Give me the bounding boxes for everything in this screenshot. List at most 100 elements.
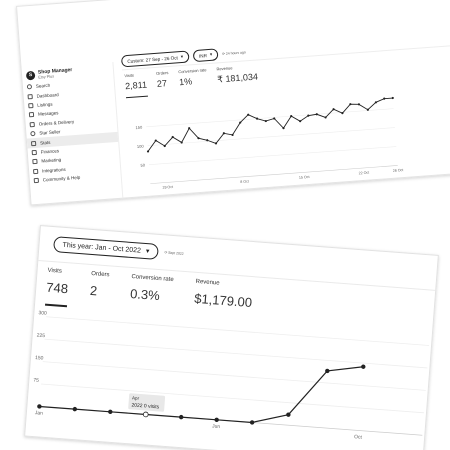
date-range-label: Custom: 27 Sep - 26 Oct [127, 54, 178, 64]
stat-label: Revenue [216, 65, 233, 72]
chevron-down-icon: ▾ [180, 53, 184, 60]
x-tick-label: 15 Oct [299, 175, 310, 180]
data-point[interactable] [37, 404, 42, 409]
data-point[interactable] [206, 139, 209, 142]
y-tick-label: 50 [140, 162, 146, 167]
bank-icon [31, 149, 37, 156]
y-tick-label: 100 [137, 143, 145, 149]
data-point[interactable] [247, 113, 250, 116]
stat-value: $1,179.00 [193, 290, 253, 311]
stat-visits[interactable]: Visits 2,811 [124, 71, 148, 99]
data-point[interactable] [324, 116, 327, 119]
data-point[interactable] [264, 119, 267, 123]
stat-conversion-rate[interactable]: Conversion rate 1% [178, 67, 208, 94]
data-point[interactable] [108, 409, 113, 414]
data-point[interactable] [179, 414, 184, 420]
mail-icon [28, 112, 35, 118]
date-range-select[interactable]: This year: Jan - Oct 2022 ▾ [53, 236, 160, 260]
tooltip-month: Apr [132, 395, 140, 401]
stat-conversion-rate[interactable]: Conversion rate 0.3% [129, 274, 174, 315]
x-tick-label: 8 Oct [240, 179, 249, 184]
data-point[interactable] [231, 133, 234, 137]
chevron-down-icon: ▾ [209, 51, 213, 57]
tag-icon [28, 102, 34, 109]
grid-icon [32, 168, 39, 174]
data-point[interactable] [349, 103, 352, 106]
stat-value: 2 [89, 282, 98, 299]
data-point[interactable] [315, 113, 318, 116]
visits-chart-top: 150 100 50 29 Oct 8 Oct 15 Oct 22 Oct 26 Oct [135, 96, 403, 190]
x-tick-label: 22 Oct [359, 171, 370, 176]
data-point[interactable] [214, 142, 218, 145]
data-point[interactable] [239, 121, 242, 124]
sidebar-item-label: Dashboard [36, 91, 59, 99]
data-point[interactable] [255, 117, 259, 120]
stat-revenue[interactable]: Revenue ₹ 181,034 [216, 64, 258, 92]
stat-value: 27 [156, 78, 168, 89]
x-tick-label: Jun [212, 423, 221, 430]
gridline [44, 338, 428, 369]
data-point[interactable] [180, 141, 183, 144]
chart-tooltip [128, 393, 166, 412]
data-point[interactable] [341, 112, 344, 115]
stats-main: Custom: 27 Sep - 26 Oct ▾ INR ▾ ⟳ 24 hou… [112, 24, 450, 200]
data-point[interactable] [383, 97, 386, 100]
box-icon [29, 121, 35, 128]
gridline [148, 146, 397, 165]
x-tick-label: 29 Oct [162, 185, 173, 190]
data-point[interactable] [357, 103, 361, 106]
data-point[interactable] [188, 127, 191, 130]
data-point[interactable] [154, 139, 157, 142]
gridline [46, 316, 430, 346]
x-axis [150, 165, 398, 184]
data-point[interactable] [72, 406, 78, 412]
data-point[interactable] [290, 115, 293, 118]
sidebar-item-label: Listings [37, 101, 53, 108]
x-tick-label: Jan [35, 410, 44, 417]
gridline [147, 127, 395, 147]
search-icon [26, 84, 33, 90]
data-point[interactable] [374, 101, 378, 104]
stat-revenue[interactable]: Revenue $1,179.00 [193, 279, 254, 321]
gridline [146, 108, 394, 128]
data-point[interactable] [197, 137, 200, 140]
data-point[interactable] [249, 420, 255, 425]
data-point[interactable] [222, 132, 225, 135]
data-point[interactable] [171, 135, 174, 139]
stat-value: 748 [45, 279, 69, 297]
data-point[interactable] [273, 117, 276, 120]
data-point[interactable] [299, 120, 302, 123]
data-point[interactable] [361, 364, 366, 369]
data-point[interactable] [214, 417, 219, 422]
series-line [39, 366, 364, 424]
stats-screenshot-top: S Shop Manager Etsy Plus Search Dashboard… [16, 0, 450, 206]
data-point[interactable] [307, 114, 310, 117]
stat-label: Orders [155, 70, 169, 76]
data-point[interactable] [366, 108, 369, 111]
data-point[interactable] [391, 96, 394, 100]
data-point[interactable] [146, 150, 150, 153]
currency-select[interactable]: INR ▾ [192, 48, 219, 63]
data-point[interactable] [163, 144, 166, 148]
y-tick-label: 300 [38, 310, 47, 317]
y-tick-label: 75 [33, 377, 39, 383]
refresh-indicator: ⟳ 24 hours ago [222, 50, 246, 56]
stat-orders[interactable]: Orders 27 [156, 70, 170, 96]
people-icon [33, 177, 40, 184]
stat-visits[interactable]: Visits 748 [44, 267, 70, 308]
data-point[interactable] [282, 127, 285, 130]
data-point[interactable] [286, 412, 291, 417]
stat-orders[interactable]: Orders 2 [89, 271, 109, 310]
stats-screenshot-bottom: This year: Jan - Oct 2022 ▾ ⟳ Sept 2022 … [24, 225, 439, 450]
data-point[interactable] [332, 108, 335, 111]
x-tick-label: Oct [354, 434, 363, 441]
stat-label: Conversion rate [131, 274, 174, 284]
series-line [147, 97, 393, 152]
data-point-highlighted[interactable] [142, 411, 149, 418]
tooltip-detail: 2022 0 visits [131, 402, 160, 410]
data-point[interactable] [325, 368, 330, 374]
sidebar: S Shop Manager Etsy Plus Search Dashboard… [21, 62, 124, 206]
star-icon [30, 131, 36, 137]
currency-label: INR [198, 52, 208, 59]
